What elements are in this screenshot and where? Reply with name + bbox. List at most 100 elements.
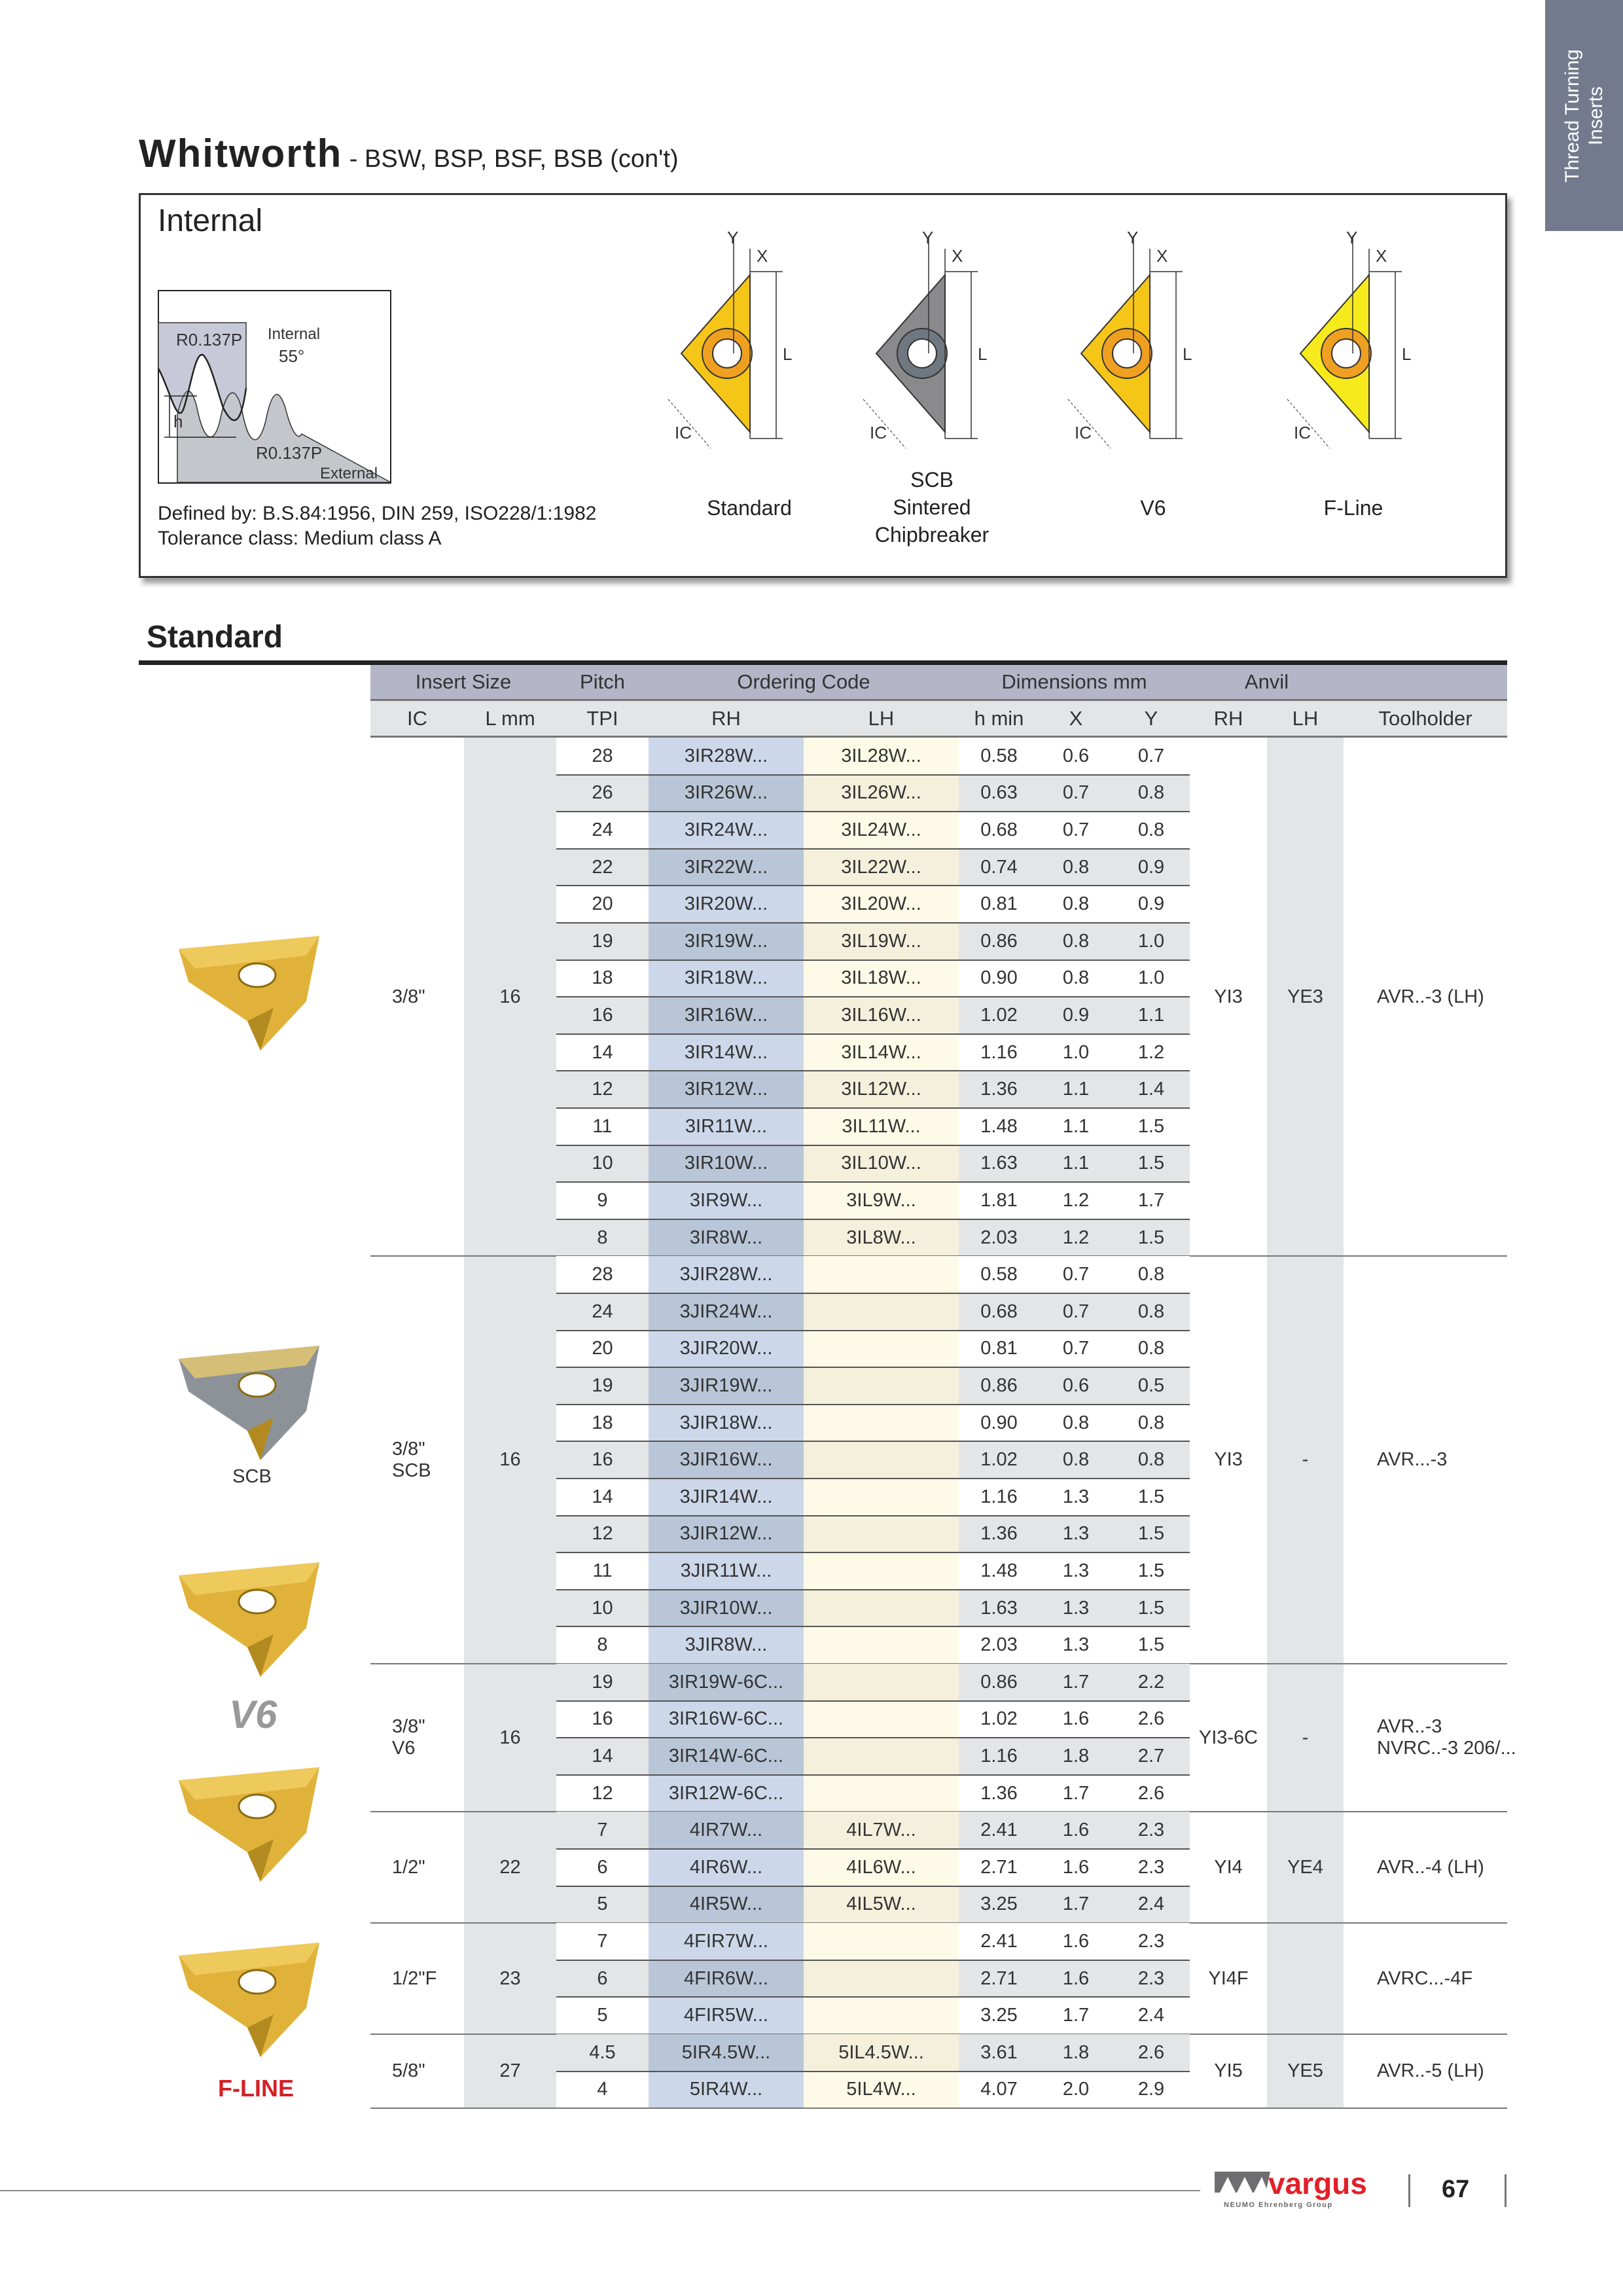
lh-code-cell[interactable] [804,1923,959,1960]
rh-code-cell[interactable]: 3JIR16W... [649,1441,804,1479]
hmin-cell: 3.61 [959,2034,1039,2072]
lh-code-cell[interactable] [804,1441,959,1479]
rh-code-cell[interactable]: 4IR6W... [649,1849,804,1886]
rh-code-cell[interactable]: 3JIR19W... [649,1367,804,1405]
lh-code-cell[interactable] [804,1367,959,1405]
lh-code-cell[interactable]: 3IL22W... [804,848,959,886]
rh-code-cell[interactable]: 3JIR20W... [649,1330,804,1368]
rh-code-cell[interactable]: 4FIR5W... [649,1997,804,2034]
rh-code-cell[interactable]: 3IR11W... [649,1108,804,1145]
rh-code-cell[interactable]: 3IR22W... [649,848,804,886]
section-heading: Standard [147,620,283,655]
lh-code-cell[interactable] [804,1479,959,1516]
y-cell: 2.3 [1113,1960,1190,1998]
lh-code-cell[interactable]: 3IL10W... [804,1145,959,1183]
column-header: Toolholder [1378,707,1472,730]
rh-code-cell[interactable]: 3IR24W... [649,812,804,849]
lh-code-cell[interactable] [804,1256,959,1293]
rh-code-cell[interactable]: 3JIR12W... [649,1515,804,1553]
lh-code-cell[interactable] [804,1700,959,1738]
rh-code-cell[interactable]: 5IR4W... [649,2071,804,2109]
rh-code-cell[interactable]: 3JIR10W... [649,1589,804,1627]
rh-code-cell[interactable]: 5IR4.5W... [649,2034,804,2072]
lh-code-cell[interactable]: 3IL16W... [804,997,959,1034]
rh-code-cell[interactable]: 3IR14W... [649,1033,804,1071]
lh-code-cell[interactable]: 3IL28W... [804,738,959,775]
rh-code-cell[interactable]: 3IR16W-6C... [649,1700,804,1738]
rh-code-cell[interactable]: 3IR12W... [649,1071,804,1108]
tpi-cell: 7 [556,1923,649,1960]
toolholder-line: NVRC..-3 206/... [1377,1738,1516,1759]
x-cell: 1.6 [1039,1923,1113,1960]
lh-code-cell[interactable]: 4IL5W... [804,1886,959,1924]
rh-code-cell[interactable]: 3IR19W... [649,923,804,960]
lh-code-cell[interactable]: 3IL8W... [804,1219,959,1257]
lh-code-cell[interactable]: 3IL26W... [804,774,959,812]
row-divider [556,1626,1190,1628]
lh-code-cell[interactable]: 4IL6W... [804,1849,959,1886]
header-group-2: Ordering Code [737,670,870,693]
lh-code-cell[interactable] [804,1589,959,1627]
lh-code-cell[interactable] [804,1515,959,1553]
lh-code-cell[interactable] [804,1330,959,1368]
lh-code-cell[interactable]: 3IL14W... [804,1033,959,1071]
rh-code-cell[interactable]: 3IR18W... [649,960,804,997]
lh-code-cell[interactable]: 3IL11W... [804,1108,959,1145]
insert-photo-v6 [179,1562,319,1677]
column-header: LH [1292,707,1319,730]
lh-code-cell[interactable] [804,1293,959,1331]
rh-code-cell[interactable]: 3IR26W... [649,774,804,812]
rh-code-cell[interactable]: 3IR9W... [649,1182,804,1219]
tpi-cell: 24 [556,1293,649,1331]
lh-code-cell[interactable]: 3IL18W... [804,960,959,997]
rh-code-cell[interactable]: 3IR16W... [649,997,804,1034]
rh-code-cell[interactable]: 4IR5W... [649,1886,804,1924]
lh-code-cell[interactable] [804,1997,959,2034]
rh-code-cell[interactable]: 3IR28W... [649,738,804,775]
rh-code-cell[interactable]: 3JIR28W... [649,1256,804,1293]
hmin-cell: 3.25 [959,1886,1039,1924]
lh-code-cell[interactable]: 3IL9W... [804,1182,959,1219]
rh-code-cell[interactable]: 3JIR18W... [649,1404,804,1442]
section-tab[interactable]: Thread Turning Inserts [1545,0,1623,231]
rh-code-cell[interactable]: 4FIR6W... [649,1960,804,1998]
rh-code-cell[interactable]: 3IR12W-6C... [649,1774,804,1812]
lh-code-cell[interactable]: 3IL20W... [804,886,959,923]
insert-label-line: F-Line [1323,496,1383,520]
lh-code-cell[interactable] [804,1552,959,1590]
x-cell: 1.7 [1039,1997,1113,2034]
rh-code-cell[interactable]: 3IR14W-6C... [649,1738,804,1775]
row-divider [556,885,1190,887]
row-divider [556,1181,1190,1183]
lh-code-cell[interactable]: 4IL7W... [804,1812,959,1849]
rh-code-cell[interactable]: 3IR19W-6C... [649,1664,804,1701]
rh-code-cell[interactable]: 3IR8W... [649,1219,804,1257]
tpi-cell: 19 [556,923,649,960]
lh-code-cell[interactable]: 3IL19W... [804,923,959,960]
lh-code-cell[interactable]: 5IL4W... [804,2071,959,2109]
dim-ic-label: IC [1294,423,1311,442]
rh-code-cell[interactable]: 3JIR11W... [649,1552,804,1590]
toolholder-cell: AVR..-5 (LH) [1377,2034,1508,2108]
lh-code-cell[interactable] [804,1738,959,1775]
lh-code-cell[interactable] [804,1404,959,1442]
lh-code-cell[interactable]: 3IL24W... [804,812,959,849]
rh-code-cell[interactable]: 4IR7W... [649,1812,804,1849]
hmin-cell: 1.63 [959,1589,1039,1627]
lh-code-cell[interactable] [804,1626,959,1664]
insert-label-v6: V6 [1055,494,1251,522]
lh-code-cell[interactable] [804,1774,959,1812]
header-group-0: Insert Size [415,670,512,693]
rh-code-cell[interactable]: 3IR20W... [649,886,804,923]
rh-code-cell[interactable]: 3JIR8W... [649,1626,804,1664]
rh-code-cell[interactable]: 3JIR14W... [649,1479,804,1516]
tpi-cell: 12 [556,1774,649,1812]
rh-code-cell[interactable]: 3IR10W... [649,1145,804,1183]
rh-code-cell[interactable]: 4FIR7W... [649,1923,804,1960]
lh-code-cell[interactable]: 5IL4.5W... [804,2034,959,2072]
lh-code-cell[interactable] [804,1664,959,1701]
rh-code-cell[interactable]: 3JIR24W... [649,1293,804,1331]
toolholder-cell: AVR..-4 (LH) [1377,1812,1508,1923]
lh-code-cell[interactable]: 3IL12W... [804,1071,959,1108]
lh-code-cell[interactable] [804,1960,959,1998]
